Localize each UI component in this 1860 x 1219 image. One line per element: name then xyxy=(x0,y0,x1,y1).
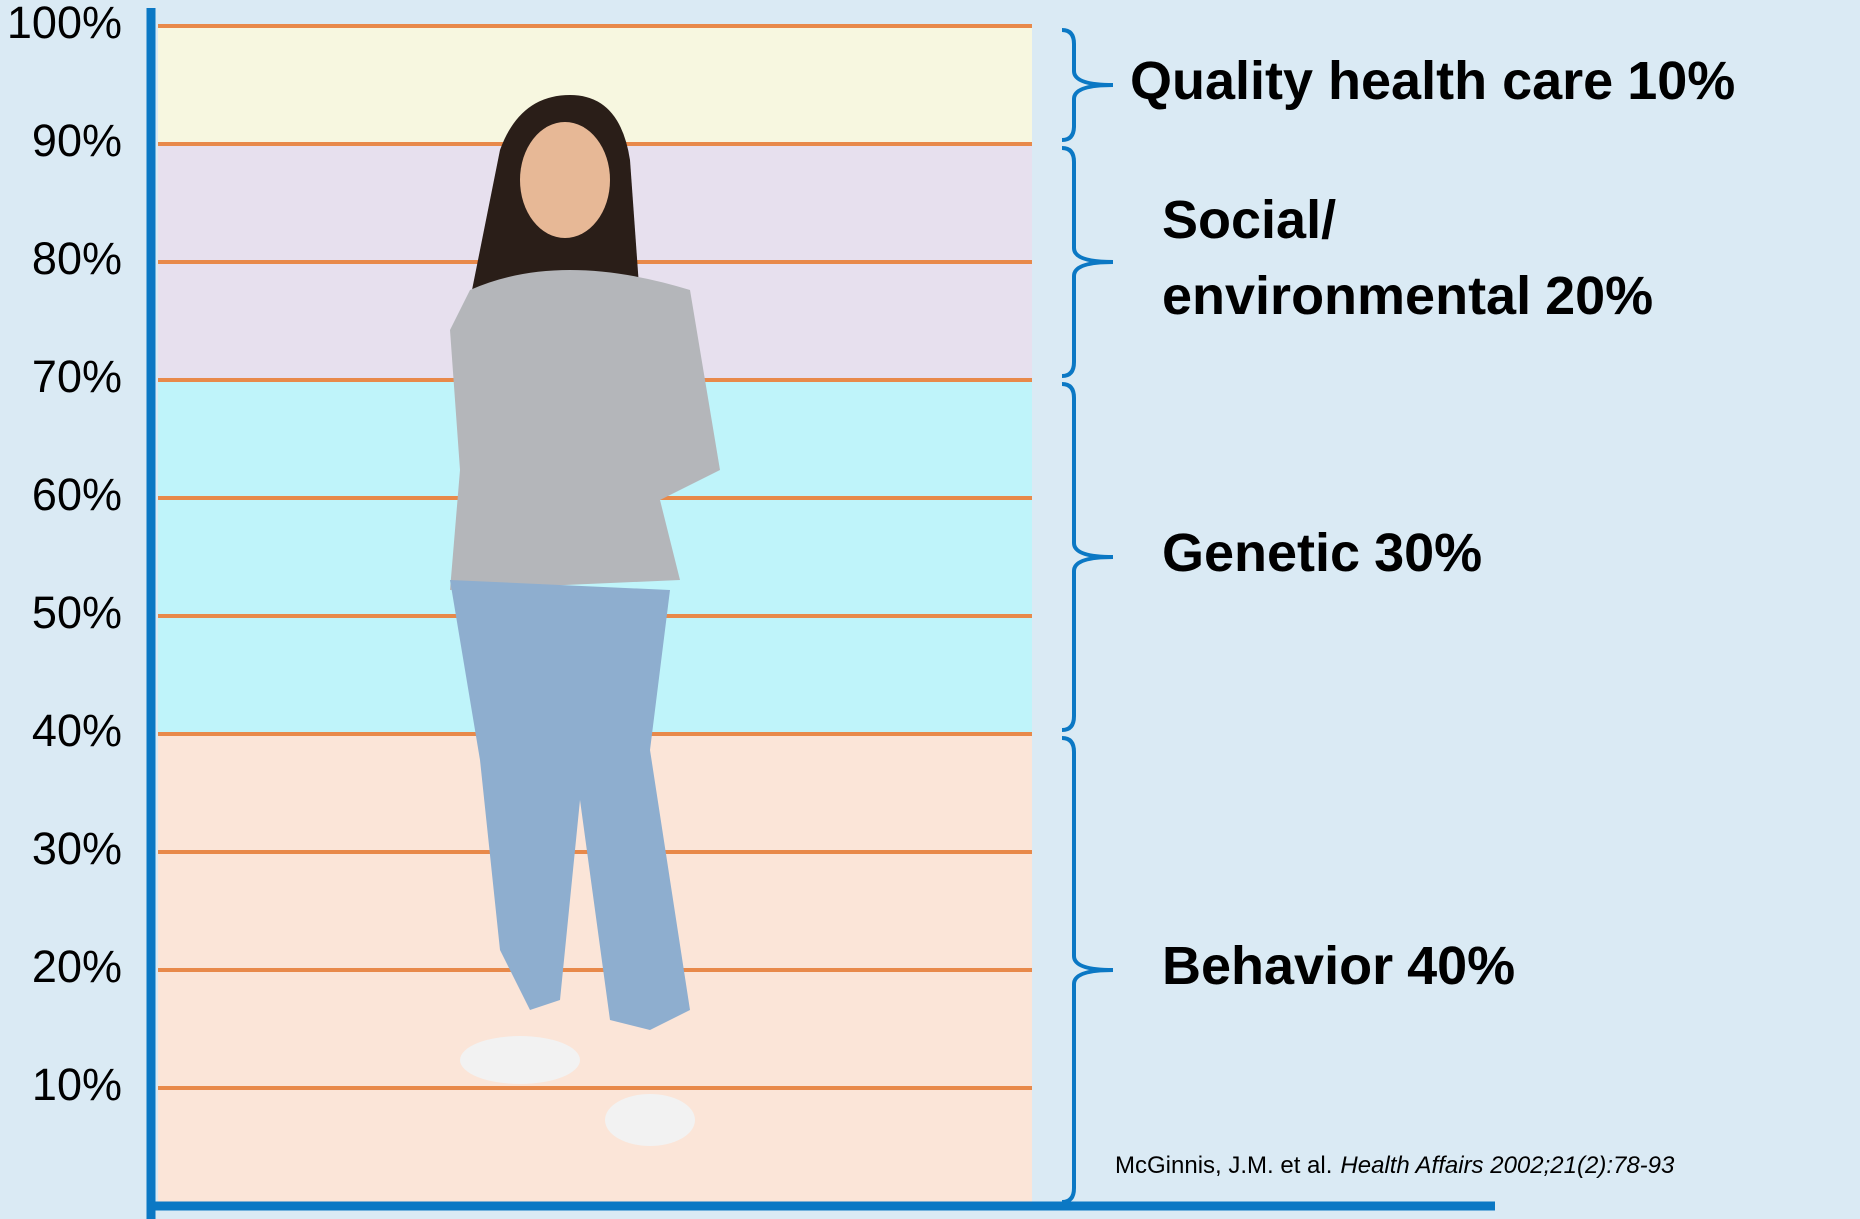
y-tick-label: 50% xyxy=(32,587,122,638)
y-tick-label: 10% xyxy=(32,1059,122,1110)
citation: McGinnis, J.M. et al. Health Affairs 2002… xyxy=(1115,1152,1675,1179)
segment-value-label: 10% xyxy=(1627,51,1735,111)
y-tick-label: 80% xyxy=(32,233,122,284)
citation-authors: McGinnis, J.M. et al. xyxy=(1115,1152,1332,1179)
citation-source: Health Affairs 2002;21(2):78-93 xyxy=(1340,1152,1675,1179)
y-tick-label: 70% xyxy=(32,351,122,402)
segment-name: environmental xyxy=(1162,266,1531,326)
segment-value-label: 40% xyxy=(1407,936,1515,996)
segment-name: Quality health care xyxy=(1130,51,1613,111)
segment-name: Behavior xyxy=(1162,936,1393,996)
segment-name: Genetic xyxy=(1162,523,1360,583)
segment-value-label: 30% xyxy=(1374,523,1482,583)
y-tick-label: 20% xyxy=(32,941,122,992)
y-tick-label: 60% xyxy=(32,469,122,520)
y-tick-label: 30% xyxy=(32,823,122,874)
y-tick-label: 90% xyxy=(32,115,122,166)
chart: 10% 20% 30% 40% 50% 60% 70% 80% 90% 100% Behavior… xyxy=(0,0,1860,1219)
segment-label: Social/ xyxy=(1162,190,1336,250)
y-tick-label: 100% xyxy=(7,0,122,48)
y-tick-label: 40% xyxy=(32,705,122,756)
segment-name: Social/ xyxy=(1162,190,1336,250)
segment-value-label: 20% xyxy=(1545,266,1653,326)
